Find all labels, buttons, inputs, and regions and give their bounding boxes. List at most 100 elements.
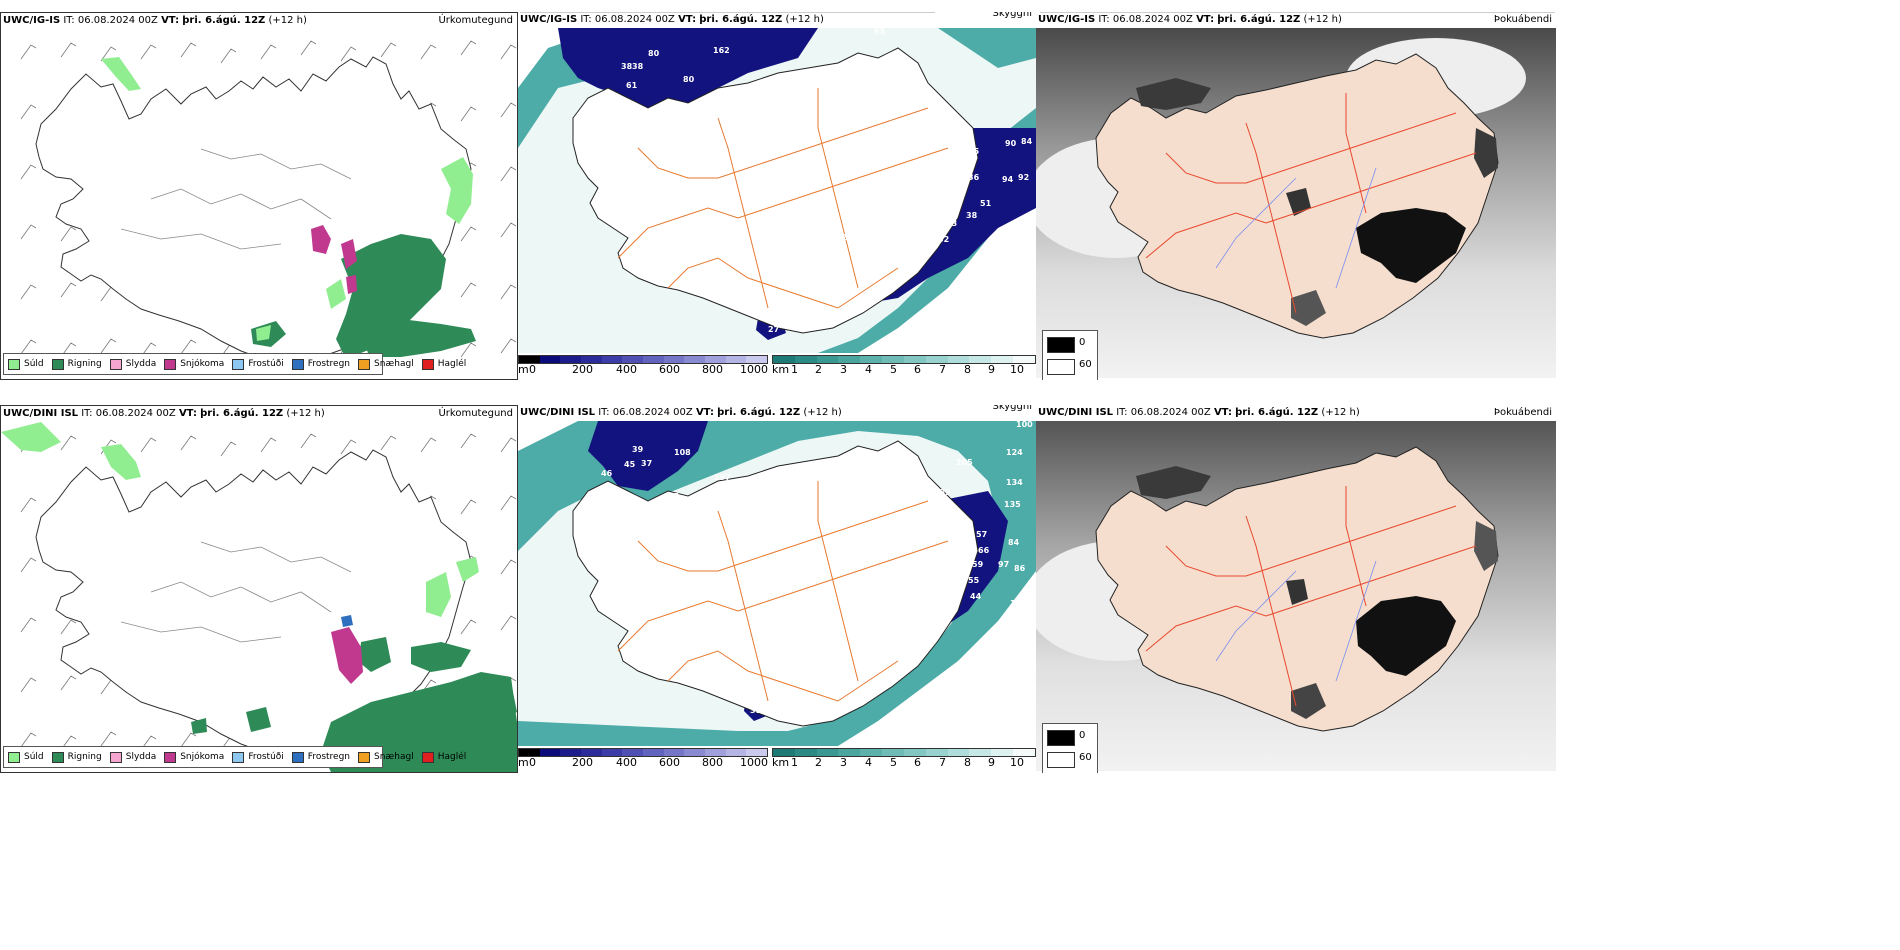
ceiling-tick: 0 (529, 363, 536, 376)
visibility-tick: 2 (815, 363, 822, 376)
init-time: IT: 06.08.2024 00Z (1098, 14, 1193, 25)
drizzle-areas (1, 422, 479, 617)
visibility-tick: 10 (1010, 363, 1024, 376)
cloud-panel-row1: UWC/IG-IS IT: 06.08.2024 00Z VT: þri. 6.… (518, 12, 1036, 380)
legend-swatch (358, 358, 371, 370)
precip-legend: Súld Rigning Slydda Snjókoma Frostúði Fr… (3, 353, 466, 375)
legend-item-hail: Haglél (421, 751, 466, 763)
ceiling-label: 32 (918, 227, 929, 236)
visibility-tick: 5 (890, 363, 897, 376)
init-time: IT: 06.08.2024 00Z (81, 408, 176, 419)
visibility-tick: 3 (840, 756, 847, 769)
panel-title: Þokuábendi (1493, 14, 1552, 25)
ceiling-tick: 600 (659, 756, 680, 769)
valid-time: þri. 6.ágú. 12Z (1217, 14, 1301, 25)
dark-ceiling-north (588, 421, 708, 491)
visibility-tick: 5 (890, 756, 897, 769)
ceiling-label: 135 (1004, 500, 1021, 509)
iceland-coastline (572, 440, 979, 727)
ceiling-label: 46 (601, 469, 613, 478)
ceiling-label: 45 (668, 492, 680, 501)
precip-panel-row2: UWC/DINI ISL IT: 06.08.2024 00Z VT: þri.… (0, 405, 518, 773)
precip-map (1, 422, 517, 772)
visibility-tick: 9 (988, 363, 995, 376)
legend-item-snow: Snjókoma (164, 358, 224, 370)
ceiling-label: 162 (713, 46, 730, 55)
precip-panel-row1: UWC/IG-IS IT: 06.08.2024 00Z VT: þri. 6.… (0, 12, 518, 380)
ceiling-label: 37 (641, 459, 652, 468)
visibility-colorbar: km 1 2 3 4 5 6 7 8 9 10 (772, 355, 1036, 379)
ceiling-unit: m (518, 363, 529, 376)
dark-ceiling-north (558, 28, 818, 113)
ceiling-label: 84 (1021, 137, 1033, 146)
model-name: UWC/IG-IS (3, 15, 61, 26)
legend-swatch (51, 751, 64, 763)
panel-header: UWC/IG-IS IT: 06.08.2024 00Z VT: þri. 6.… (1036, 12, 1556, 28)
ceiling-tick: 600 (659, 363, 680, 376)
legend-item-snow-hail: Snæhagl (358, 751, 414, 763)
fog-dark-east (1356, 596, 1456, 676)
ceiling-label: 89 (734, 107, 746, 116)
legend-swatch (291, 358, 304, 370)
visibility-tick: 4 (865, 756, 872, 769)
ceiling-label: 32 (938, 235, 949, 244)
ceiling-label: 94 (1002, 175, 1014, 184)
legend-swatch (8, 358, 20, 370)
model-name: UWC/IG-IS (1038, 14, 1096, 25)
visibility-tick: 8 (964, 756, 971, 769)
ceiling-tick: 1000 (740, 363, 768, 376)
precip-legend: Súld Rigning Slydda Snjókoma Frostúði Fr… (3, 746, 466, 768)
legend-item-hail: Haglél (421, 358, 466, 370)
fog-legend-swatch-low (1047, 730, 1075, 746)
ceiling-label: 139 (934, 488, 951, 497)
ceiling-label: 39 (871, 265, 883, 274)
ceiling-label: 97 (998, 560, 1009, 569)
rivers (1215, 167, 1377, 289)
panel-title: Skyggni (992, 405, 1032, 412)
ceiling-label: 36 (968, 173, 980, 182)
ceiling-label: 45 (624, 460, 636, 469)
ceiling-label: 38 (632, 62, 644, 71)
road-network (1145, 93, 1477, 314)
lead-time: (+12 h) (785, 14, 824, 25)
ceiling-label: 44 (668, 109, 680, 118)
drizzle-areas (101, 57, 473, 341)
model-name: UWC/DINI ISL (520, 407, 596, 418)
ceiling-labels: 80 162 38 38 80 61 79 89 44 12 95 90 84 … (621, 28, 1033, 334)
frost-rain-areas (341, 615, 353, 627)
visibility-tick: 1 (791, 363, 798, 376)
fog-legend-high: 60 (1079, 752, 1092, 763)
ceiling-label: 205 (956, 458, 973, 467)
legend-swatch (109, 751, 122, 763)
ceiling-label: 100 (1016, 421, 1033, 429)
init-time: IT: 06.08.2024 00Z (580, 14, 675, 25)
panel-header: UWC/DINI ISL IT: 06.08.2024 00Z VT: þri.… (1, 406, 517, 422)
valid-time: þri. 6.ágú. 12Z (1235, 407, 1319, 418)
ceiling-colorbar: m 0 200 400 600 800 1000 (518, 355, 768, 379)
ceiling-label: 34 (888, 647, 900, 656)
panel-title: Úrkomutegund (438, 408, 513, 419)
visibility-tick: 3 (840, 363, 847, 376)
legend-swatch (8, 751, 20, 763)
panel-title: Úrkomutegund (438, 15, 513, 26)
visibility-tick: 6 (914, 363, 921, 376)
ceiling-label: 79 (788, 77, 800, 86)
visibility-tick: 6 (914, 756, 921, 769)
model-name: UWC/DINI ISL (1038, 407, 1114, 418)
ceiling-label: 41 (938, 598, 950, 607)
ceiling-label: 80 (683, 75, 695, 84)
fog-legend-low: 0 (1079, 337, 1086, 348)
visibility-tick: 9 (988, 756, 995, 769)
legend-item-frost-rain: Frostregn (291, 751, 350, 763)
init-time: IT: 06.08.2024 00Z (598, 407, 693, 418)
fog-legend: 0 60 (1042, 330, 1098, 380)
panel-header: UWC/IG-IS IT: 06.08.2024 00Z VT: þri. 6.… (1, 13, 517, 29)
fog-map (1036, 28, 1556, 378)
legend-swatch (232, 358, 245, 370)
lead-time: (+12 h) (286, 408, 325, 419)
ceiling-tick: 200 (572, 756, 593, 769)
visibility-unit: km (772, 363, 790, 376)
legend-swatch (51, 358, 64, 370)
legend-item-drizzle: Súld (8, 751, 44, 763)
ceiling-tick: 0 (529, 756, 536, 769)
